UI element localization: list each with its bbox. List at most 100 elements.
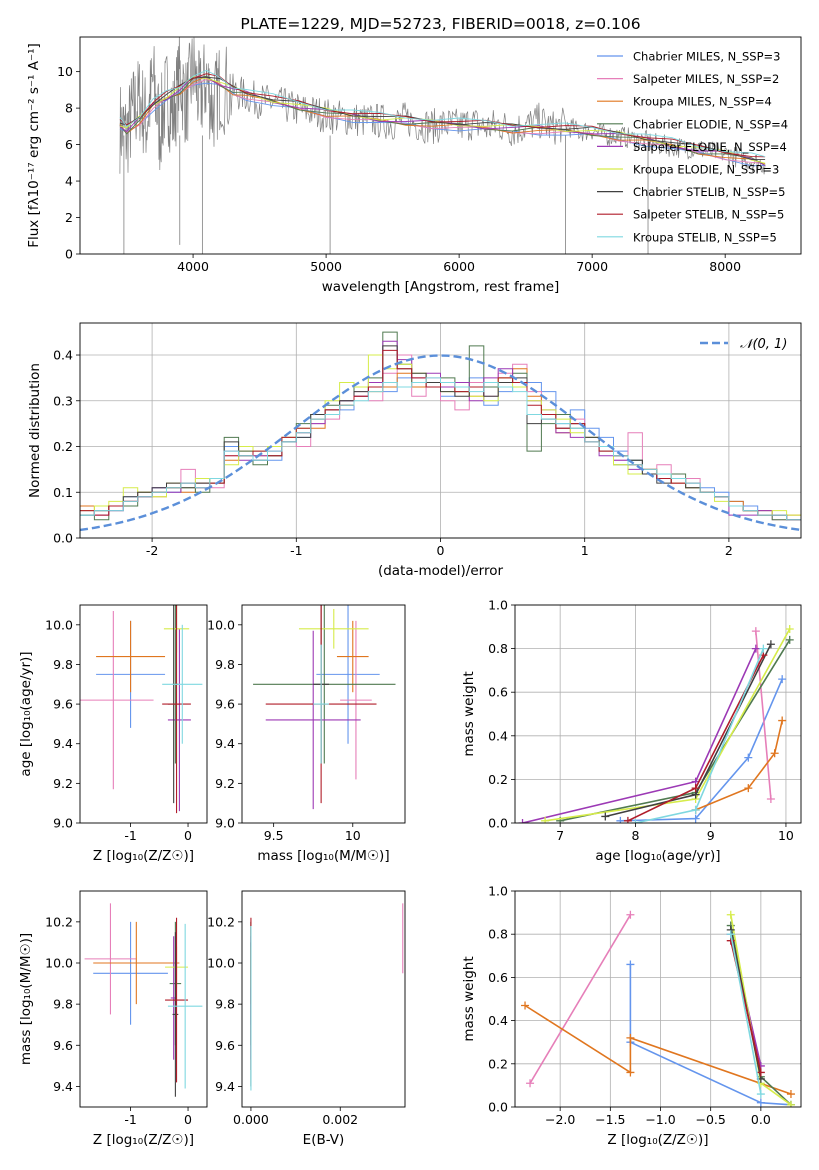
panel-spectrum: 4000 5000 6000 7000 8000 0 2 4 6 8 10 wavelength [A…	[26, 15, 802, 295]
model-fit-line	[119, 76, 766, 161]
x-tick-label: 7000	[576, 259, 608, 274]
x-tick-label: 0	[437, 543, 445, 558]
panel-mass-vs-Z: -1 0 9.4 9.6 9.8 10.0 10.2 Z [log₁₀(Z/Z☉)] mass …	[18, 890, 208, 1148]
y-axis-label: mass [log₁₀(M/M☉)]	[18, 933, 34, 1065]
y-tick-label: 10.0	[207, 956, 235, 971]
error-bar-point	[265, 630, 361, 810]
plus-marker	[626, 1033, 635, 1042]
x-tick-label: 7	[556, 828, 564, 843]
x-tick-label: −2.0	[545, 1112, 575, 1127]
x-tick-label: −1.5	[595, 1112, 625, 1127]
legend-label: Chabrier STELIB, N_SSP=5	[633, 185, 785, 199]
x-tick-label: 0	[184, 828, 192, 843]
plus-marker	[751, 627, 760, 636]
weight-line	[524, 1004, 792, 1095]
panel-weight-vs-age: 7 8 9 10 0.0 0.2 0.4 0.6 0.8 1.0 age [log₁₀(age/yr…	[461, 598, 802, 864]
axes-frame	[79, 604, 208, 824]
x-tick-label: 6000	[443, 259, 475, 274]
legend-label: Salpeter STELIB, N_SSP=5	[633, 208, 784, 222]
y-axis-label: age [log₁₀(age/yr)]	[18, 651, 34, 776]
y-tick-label: 0.8	[488, 927, 508, 942]
error-bar-point	[298, 608, 369, 649]
error-bar-point	[316, 605, 380, 744]
error-bar-point	[93, 921, 180, 1005]
y-tick-label: 9.0	[215, 816, 235, 831]
plot-area	[250, 903, 404, 1091]
error-bar-point	[93, 921, 168, 1025]
x-tick-label: −0.5	[696, 1112, 726, 1127]
error-bar-point	[96, 620, 166, 693]
weight-line	[730, 934, 762, 1095]
model-fit-line	[119, 82, 766, 167]
error-bar-point	[84, 903, 137, 1015]
error-bar-point	[80, 610, 154, 790]
plus-marker	[770, 749, 779, 758]
y-tick-label: 0.0	[488, 1100, 508, 1115]
panel-mass-vs-EBV: 0.000 0.002 9.4 9.6 9.8 10.0 10.2 E(B-V)	[207, 890, 406, 1148]
y-tick-label: 10.2	[45, 914, 73, 929]
x-tick-label: -1	[290, 543, 302, 558]
plot-area	[119, 37, 766, 254]
y-tick-label: 0.8	[488, 641, 508, 656]
normal-curve	[80, 354, 801, 532]
plus-marker	[601, 812, 610, 821]
y-tick-label: 9.6	[215, 697, 235, 712]
y-tick-label: 9.6	[53, 1038, 73, 1053]
y-tick-label: 6	[65, 137, 73, 152]
y-tick-label: 9.4	[53, 736, 73, 751]
legend-label: 𝒩(0, 1)	[740, 337, 787, 352]
plot-area	[80, 331, 801, 538]
error-bar-point	[336, 620, 369, 693]
y-tick-label: 1.0	[488, 884, 508, 899]
error-bar-point	[162, 624, 203, 744]
y-tick-label: 9.0	[53, 816, 73, 831]
x-axis-label: mass [log₁₀(M/M☉)]	[257, 848, 389, 864]
x-tick-label: 0.000	[233, 1112, 269, 1127]
plus-marker	[778, 675, 787, 684]
plus-marker	[623, 816, 632, 823]
panel-weight-vs-Z: −2.0 −1.5 −1.0 −0.5 0.0 0.0 0.2 0.4 0.6 0.8 1.0 Z […	[461, 884, 802, 1148]
x-axis-label: Z [log₁₀(Z/Z☉)]	[93, 848, 194, 864]
x-tick-label: 2	[725, 543, 733, 558]
y-tick-label: 2	[65, 210, 73, 225]
plus-marker	[756, 1098, 765, 1107]
x-tick-label: 0	[184, 1112, 192, 1127]
axes-frame	[514, 604, 802, 824]
x-tick-label: 4000	[177, 259, 209, 274]
x-axis-label: (data-model)/error	[378, 563, 504, 579]
legend-label: Kroupa MILES, N_SSP=4	[633, 95, 772, 109]
plus-marker	[786, 1100, 795, 1107]
error-bar-point	[167, 923, 203, 1089]
error-bar-point	[172, 932, 179, 1097]
plus-marker	[626, 910, 635, 919]
weight-line	[529, 914, 632, 1084]
x-axis-label: Z [log₁₀(Z/Z☉)]	[93, 1132, 194, 1148]
plus-marker	[744, 753, 753, 762]
legend-label: Chabrier MILES, N_SSP=3	[633, 50, 780, 64]
plus-marker	[691, 784, 700, 793]
plus-marker	[759, 644, 768, 653]
panel-age-vs-mass: 9.5 10 9.0 9.2 9.4 9.6 9.8 10.0 mass [log₁₀(M/M☉…	[207, 604, 406, 864]
y-tick-label: 8	[65, 101, 73, 116]
plus-marker	[756, 1068, 765, 1077]
plot-area	[80, 605, 203, 814]
plus-marker	[785, 635, 794, 644]
y-axis-label: mass weight	[461, 956, 477, 1041]
plus-marker	[541, 816, 550, 823]
plus-marker	[726, 910, 735, 919]
panel-residuals: -2 -1 0 1 2 0.0 0.1 0.2 0.3 0.4 (data-model)/error…	[27, 322, 802, 579]
y-tick-label: 0.4	[488, 728, 508, 743]
x-tick-label: -1	[124, 828, 136, 843]
x-tick-label: 8000	[709, 259, 741, 274]
plus-marker	[751, 644, 760, 653]
weight-line	[544, 628, 791, 822]
y-tick-label: 0.4	[488, 1013, 508, 1028]
y-tick-label: 0.6	[488, 970, 508, 985]
y-tick-label: 9.8	[53, 997, 73, 1012]
y-tick-label: 9.4	[53, 1079, 73, 1094]
x-tick-label: 1	[581, 543, 589, 558]
x-tick-label: 10	[778, 828, 794, 843]
plus-marker	[518, 819, 527, 823]
x-tick-label: -1	[124, 1112, 136, 1127]
y-tick-label: 0.2	[488, 1056, 508, 1071]
